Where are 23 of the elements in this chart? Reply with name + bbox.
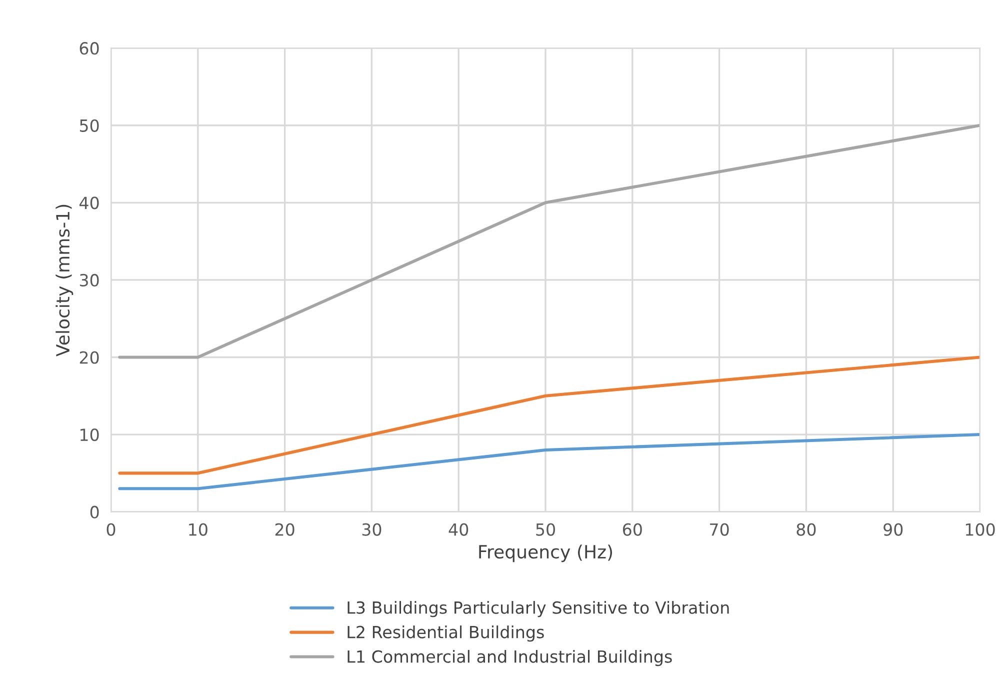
legend-label: L1 Commercial and Industrial Buildings <box>348 650 672 666</box>
y-tick-label: 20 <box>80 351 99 364</box>
x-tick-label: 80 <box>796 523 816 536</box>
x-tick-label: 20 <box>275 523 294 536</box>
x-axis-title: Frequency (Hz) <box>479 544 612 562</box>
x-tick-label: 70 <box>710 523 729 536</box>
x-tick-label: 40 <box>448 523 468 536</box>
legend-label: L3 Buildings Particularly Sensitive to Vibration <box>348 601 729 618</box>
x-tick-label: 60 <box>622 523 642 536</box>
legend-label: L2 Residential Buildings <box>348 625 544 642</box>
x-tick-label: 90 <box>884 523 903 536</box>
y-axis-title: Velocity (mms-1) <box>56 204 74 356</box>
y-tick-label: 10 <box>80 428 99 442</box>
y-tick-label: 40 <box>79 196 99 210</box>
y-tick-label: 30 <box>80 274 99 287</box>
x-tick-label: 10 <box>189 523 208 536</box>
x-tick-label: 100 <box>966 523 995 536</box>
x-tick-label: 50 <box>536 523 555 536</box>
y-tick-label: 60 <box>80 42 99 55</box>
x-tick-label: 0 <box>106 523 116 536</box>
y-tick-label: 50 <box>80 119 99 132</box>
x-tick-label: 30 <box>362 523 382 536</box>
y-tick-label: 0 <box>90 506 99 518</box>
